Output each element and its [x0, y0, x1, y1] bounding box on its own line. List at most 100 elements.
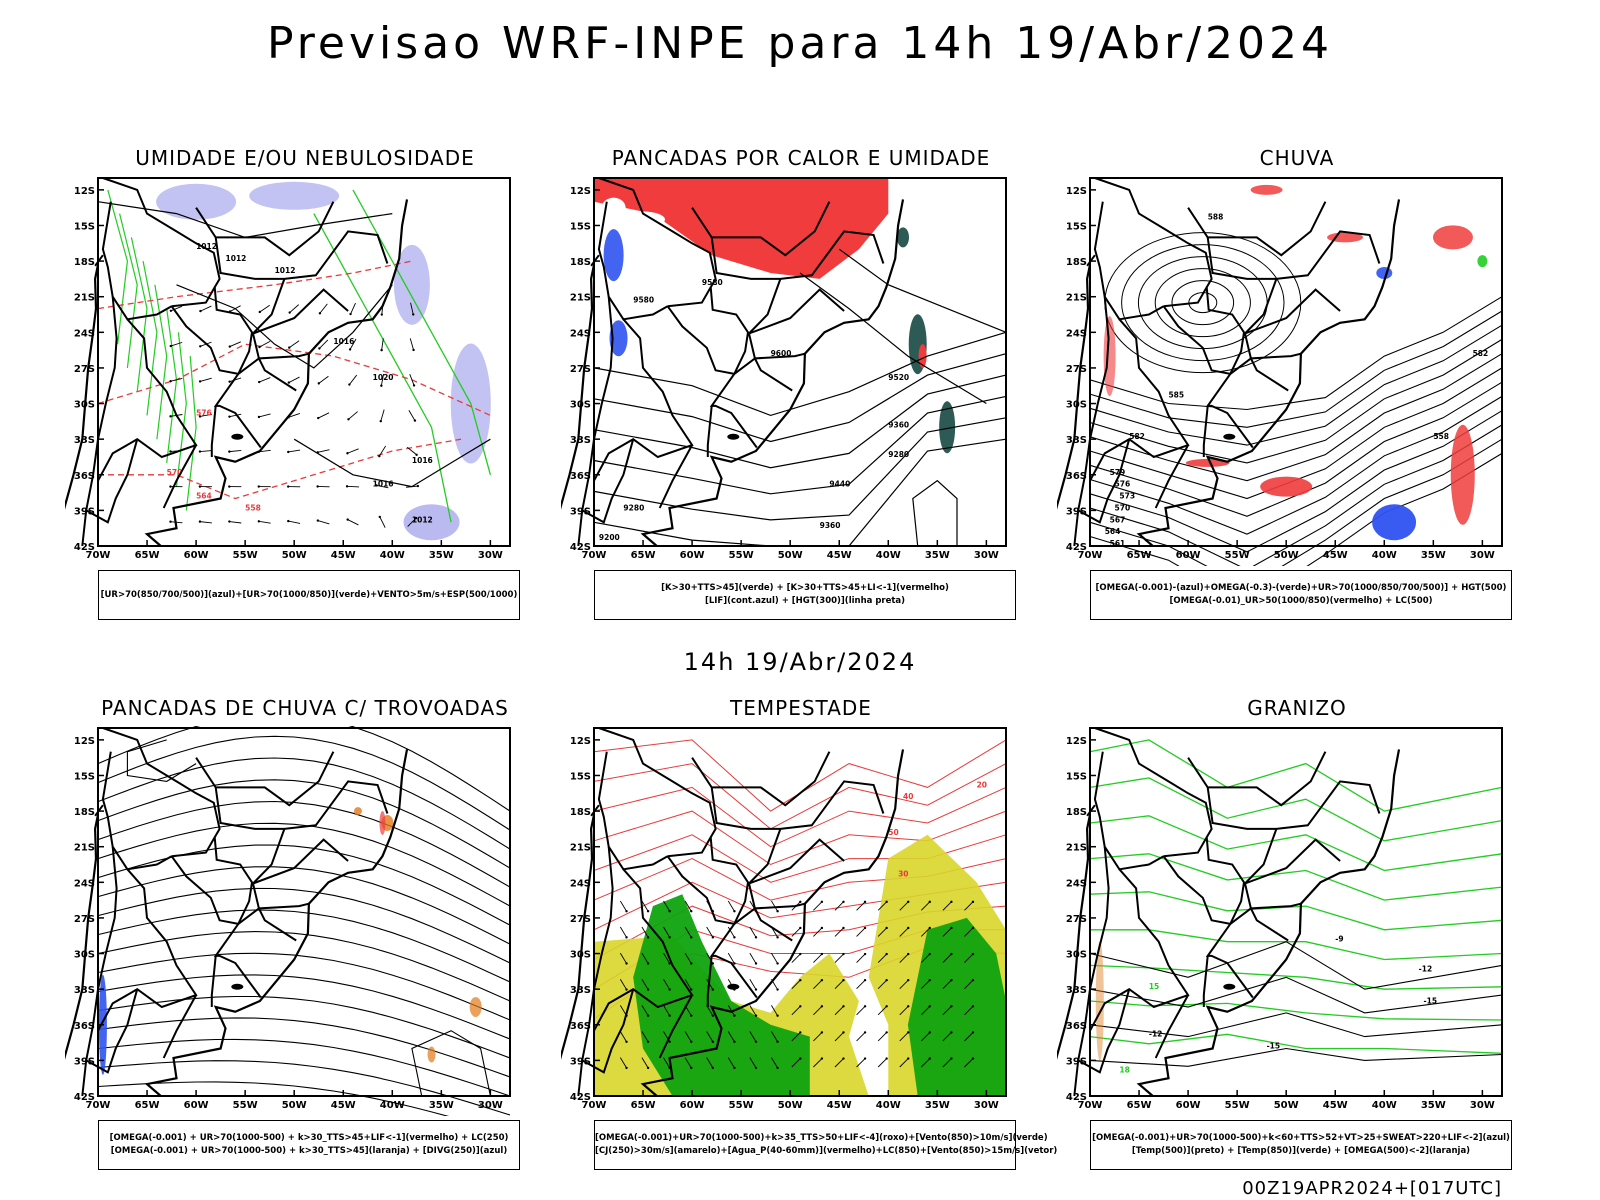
border-line [1205, 357, 1254, 449]
lat-tick-label: 18S [1066, 807, 1087, 818]
thickness-contour [97, 343, 491, 416]
wind-vector [199, 377, 212, 382]
legend-line: [Temp(500)](preto) + [Temp(850)](verde) … [1131, 1146, 1471, 1156]
lon-tick-label: 65W [135, 1100, 160, 1111]
border-line [598, 177, 717, 308]
wind-vector [288, 520, 301, 524]
thunder-area [469, 996, 482, 1017]
wind-vector [771, 900, 778, 912]
wind-vector [641, 1057, 649, 1069]
lon-tick-label: 40W [1372, 550, 1397, 561]
wind-vector [317, 449, 330, 453]
coastline [1057, 264, 1092, 510]
wind-vector [408, 410, 416, 421]
border-line [593, 318, 694, 482]
wind-vector [684, 1057, 692, 1069]
lat-tick-label: 21S [570, 293, 591, 304]
border-line [1187, 751, 1327, 807]
wind-vector [347, 485, 360, 488]
lat-tick-label: 24S [570, 328, 591, 339]
lon-tick-label: 35W [1421, 550, 1446, 561]
border-line [1094, 177, 1213, 308]
panel-legend: [OMEGA(-0.001) + UR>70(1000-500) + k>30_… [98, 1120, 520, 1170]
lon-tick-label: 45W [827, 550, 852, 561]
lon-tick-label: 65W [631, 1100, 656, 1111]
wind-vector [619, 979, 627, 990]
lat-tick-label: 15S [74, 771, 95, 782]
omega-area [1372, 504, 1417, 541]
border-line [709, 357, 758, 449]
temp-850-contour [1090, 929, 1503, 961]
contour-label: 9200 [599, 533, 620, 542]
border-line [691, 751, 831, 807]
lon-tick-label: 45W [1323, 1100, 1348, 1111]
temp-500-contour [1089, 941, 1503, 990]
wind-vector [684, 1031, 692, 1043]
lat-tick-label: 30S [1066, 400, 1087, 411]
border-line [706, 405, 713, 457]
rain-area [1185, 458, 1230, 467]
coastline [144, 199, 409, 547]
lagoon [1223, 983, 1236, 990]
panel-legend: [K>30+TTS>45](verde) + [K>30+TTS>45+LI<-… [594, 570, 1016, 620]
map-frame [1089, 727, 1503, 1097]
border-line [666, 837, 750, 926]
temp-850-contour [1089, 1000, 1503, 1021]
humidity-contour [175, 332, 187, 487]
lat-tick-label: 33S [74, 435, 95, 446]
wind-vector [200, 305, 212, 312]
lat-tick-label: 15S [1066, 771, 1087, 782]
lat-tick-label: 39S [570, 506, 591, 517]
wind-vector [856, 953, 866, 963]
contour-label: -12 [1149, 1030, 1163, 1039]
humidity-contour [154, 284, 168, 440]
wind-vector [771, 1031, 778, 1043]
wind-vector [749, 1031, 757, 1043]
coastline [561, 264, 596, 510]
wind-vector [349, 374, 358, 385]
lat-tick-label: 36S [74, 1021, 95, 1032]
lat-tick-label: 15S [74, 221, 95, 232]
border-line [162, 444, 197, 509]
panel-title: TEMPESTADE [730, 696, 872, 720]
border-line [709, 907, 758, 999]
wind-vector [942, 979, 952, 989]
lat-tick-label: 15S [570, 771, 591, 782]
wind-vector [379, 516, 386, 528]
wind-vector [899, 953, 909, 963]
height-contour [1089, 381, 1503, 517]
wind-vector [834, 1005, 844, 1016]
lat-tick-label: 18S [570, 807, 591, 818]
wind-vector [347, 519, 359, 526]
coastline [1136, 199, 1401, 547]
panel-tempestade: TEMPESTADE 50 40 30 20 12S 15S 18S 21S 24S 27S 30S… [561, 696, 1057, 1171]
map-frame [593, 177, 1007, 547]
streamline [97, 974, 511, 1040]
wind-vector [791, 1058, 801, 1068]
wind-vector [727, 900, 735, 912]
humidity-shade [393, 244, 430, 325]
streamline [97, 800, 511, 888]
lon-tick-label: 40W [876, 1100, 901, 1111]
wind-vector [258, 413, 271, 418]
wind-850-area [633, 894, 810, 1096]
wind-vector [899, 927, 909, 937]
lagoon [727, 433, 740, 440]
lat-tick-label: 21S [74, 293, 95, 304]
lat-tick-label: 18S [570, 257, 591, 268]
lat-tick-label: 24S [570, 878, 591, 889]
lon-tick-label: 55W [729, 1100, 754, 1111]
border-line [1206, 230, 1381, 280]
thunder-area [427, 1046, 436, 1063]
legend-line: [OMEGA(-0.001)+UR>70(1000-500)+k>35_TTS>… [595, 1133, 1048, 1143]
border-line [1244, 333, 1302, 360]
border-line [81, 846, 118, 1097]
wind-vector [964, 1058, 974, 1068]
border-line [1244, 278, 1341, 335]
lat-tick-label: 36S [570, 471, 591, 482]
height-contour [1089, 367, 1503, 500]
border-line [214, 780, 389, 830]
lon-tick-label: 30W [974, 1100, 999, 1111]
wind-vector [706, 1005, 714, 1016]
contour-label: 1016 [333, 337, 354, 346]
